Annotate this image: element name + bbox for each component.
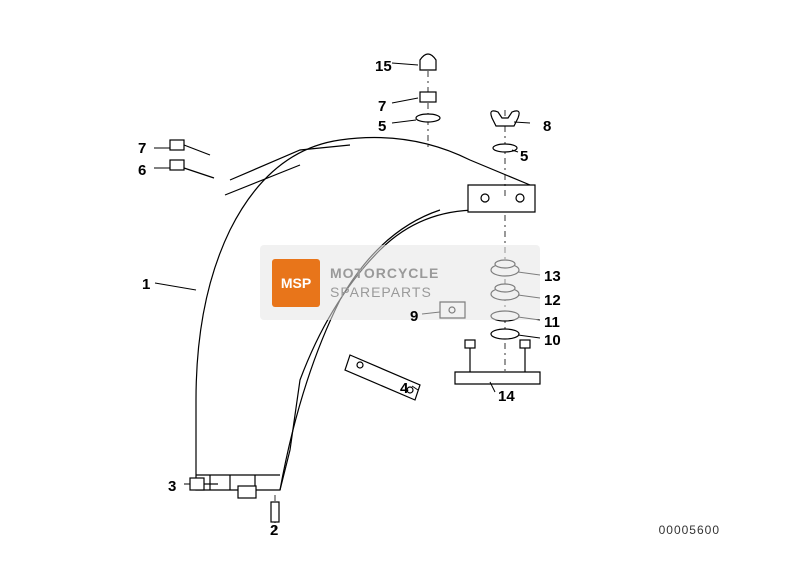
callout-5b: 5 <box>520 148 528 165</box>
callout-15: 15 <box>375 58 392 75</box>
callout-2: 2 <box>270 522 278 539</box>
callout-7a: 7 <box>138 140 146 157</box>
callout-11: 11 <box>544 314 560 331</box>
bracket-part-4 <box>345 355 420 400</box>
callout-8: 8 <box>543 118 551 135</box>
callout-7b: 7 <box>378 98 386 115</box>
watermark: MSP MOTORCYCLE SPAREPARTS <box>260 245 540 320</box>
callout-14: 14 <box>498 388 515 405</box>
callout-10: 10 <box>544 332 561 349</box>
callout-9: 9 <box>410 308 418 325</box>
callout-13: 13 <box>544 268 561 285</box>
callout-12: 12 <box>544 292 561 309</box>
watermark-line2: SPAREPARTS <box>330 283 439 301</box>
hardware-top-center <box>416 54 440 150</box>
watermark-badge: MSP <box>272 259 320 307</box>
callout-4: 4 <box>400 380 408 397</box>
callout-1: 1 <box>142 276 150 293</box>
callout-3: 3 <box>168 478 176 495</box>
hardware-6-7 <box>170 140 214 178</box>
callout-6: 6 <box>138 162 146 179</box>
diagram-part-id: 00005600 <box>659 523 720 537</box>
callout-5a: 5 <box>378 118 386 135</box>
watermark-line1: MOTORCYCLE <box>330 264 439 282</box>
watermark-text: MOTORCYCLE SPAREPARTS <box>330 264 439 300</box>
